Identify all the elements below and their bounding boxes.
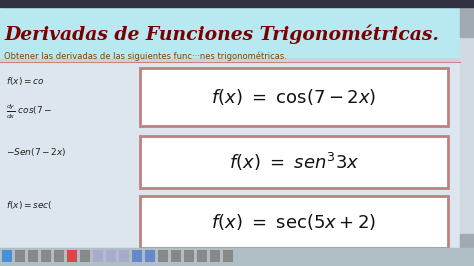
Bar (67, 250, 77, 262)
Bar (2, 250, 12, 262)
Bar (140, 136, 448, 188)
Bar (119, 250, 129, 262)
Bar (0, 62, 460, 248)
Bar (184, 250, 194, 262)
Bar (171, 250, 181, 262)
Bar (460, 234, 474, 248)
Text: $f(x)\ =\ \cos(7-2x)$: $f(x)\ =\ \cos(7-2x)$ (211, 87, 377, 107)
Bar (158, 250, 168, 262)
Bar (80, 250, 90, 262)
Bar (54, 250, 64, 262)
Bar (460, 7, 474, 37)
Bar (223, 250, 233, 262)
Text: $\frac{dy}{dx}\ cos(7-$: $\frac{dy}{dx}\ cos(7-$ (6, 103, 53, 121)
Text: $f(x)\ =\ \sec(5x+2)$: $f(x)\ =\ \sec(5x+2)$ (211, 212, 377, 232)
Bar (197, 250, 207, 262)
Bar (28, 250, 38, 262)
Bar (15, 250, 25, 262)
Bar (460, 0, 474, 248)
Bar (140, 196, 448, 248)
Bar (210, 250, 220, 262)
Bar (140, 68, 448, 126)
Text: Derivadas de Funciones Trigonométricas.: Derivadas de Funciones Trigonométricas. (4, 24, 439, 44)
Bar (145, 250, 155, 262)
Text: $f(x)\ =\ sen^{3}3x$: $f(x)\ =\ sen^{3}3x$ (229, 151, 359, 173)
Bar (132, 250, 142, 262)
Bar (106, 250, 116, 262)
Text: $f(x) = sec($: $f(x) = sec($ (6, 199, 53, 211)
Bar (93, 250, 103, 262)
Bar (41, 250, 51, 262)
Text: Obtener las derivadas de las siguientes func···nes trigonométricas.: Obtener las derivadas de las siguientes … (4, 51, 287, 61)
Bar (0, 0, 474, 7)
Text: $-Sen(7-2x)$: $-Sen(7-2x)$ (6, 146, 66, 158)
Text: $f(x) = co$: $f(x) = co$ (6, 75, 45, 87)
Bar (0, 7, 460, 57)
Bar (0, 248, 474, 266)
